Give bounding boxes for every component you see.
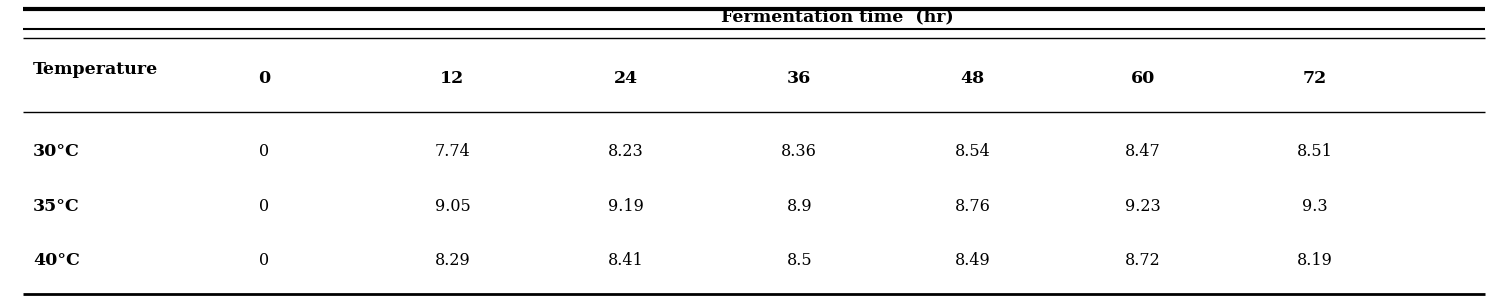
Text: 7.74: 7.74: [434, 143, 470, 160]
Text: 9.05: 9.05: [434, 198, 470, 215]
Text: 8.47: 8.47: [1125, 143, 1161, 160]
Text: 72: 72: [1303, 70, 1327, 87]
Text: 0: 0: [259, 198, 268, 215]
Text: 48: 48: [961, 70, 985, 87]
Text: 24: 24: [614, 70, 638, 87]
Text: 0: 0: [259, 143, 268, 160]
Text: 30°C: 30°C: [33, 143, 80, 160]
Text: 8.72: 8.72: [1125, 252, 1161, 269]
Text: Temperature: Temperature: [33, 61, 158, 78]
Text: 8.5: 8.5: [787, 252, 811, 269]
Text: 8.19: 8.19: [1297, 252, 1333, 269]
Text: 40°C: 40°C: [33, 252, 80, 269]
Text: 36: 36: [787, 70, 811, 87]
Text: 0: 0: [258, 70, 270, 87]
Text: Fermentation time  (hr): Fermentation time (hr): [721, 8, 953, 25]
Text: 8.51: 8.51: [1297, 143, 1333, 160]
Text: 9.19: 9.19: [608, 198, 644, 215]
Text: 8.54: 8.54: [955, 143, 991, 160]
Text: 8.36: 8.36: [781, 143, 817, 160]
Text: 0: 0: [259, 252, 268, 269]
Text: 8.23: 8.23: [608, 143, 644, 160]
Text: 8.41: 8.41: [608, 252, 644, 269]
Text: 8.49: 8.49: [955, 252, 991, 269]
Text: 35°C: 35°C: [33, 198, 80, 215]
Text: 60: 60: [1131, 70, 1155, 87]
Text: 9.23: 9.23: [1125, 198, 1161, 215]
Text: 9.3: 9.3: [1303, 198, 1327, 215]
Text: 8.76: 8.76: [955, 198, 991, 215]
Text: 8.9: 8.9: [787, 198, 811, 215]
Text: 12: 12: [440, 70, 464, 87]
Text: 8.29: 8.29: [434, 252, 470, 269]
